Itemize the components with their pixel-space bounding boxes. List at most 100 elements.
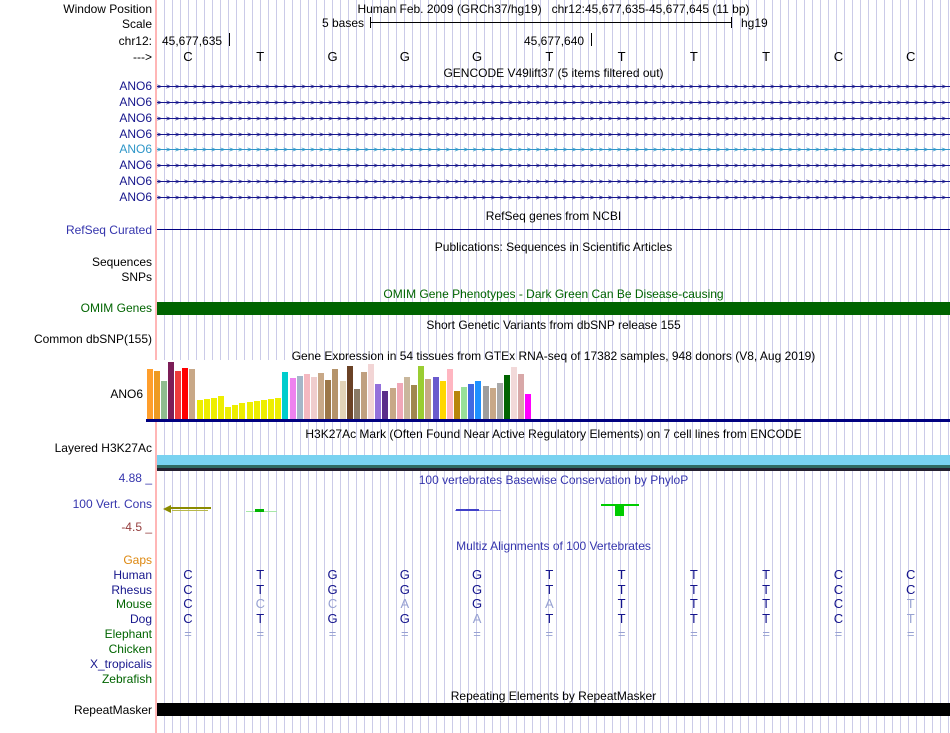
gtex-tissue-bar[interactable] [496,383,503,419]
multiz-species-label[interactable]: Human [113,568,152,582]
gtex-tissue-bar[interactable] [239,403,246,419]
gencode-gene-transcript[interactable]: >>>>>>>>>>>>>>>>>>>>>>>>>>>>>>>>>>>>>>>>… [157,129,950,139]
gencode-gene-label[interactable]: ANO6 [119,126,152,141]
multiz-aligned-base: T [256,611,265,626]
repeatmasker-label[interactable]: RepeatMasker [73,703,152,717]
refseq-curated-label[interactable]: RefSeq Curated [65,223,152,237]
gtex-tissue-bar[interactable] [461,387,468,419]
gencode-gene-transcript[interactable]: >>>>>>>>>>>>>>>>>>>>>>>>>>>>>>>>>>>>>>>>… [157,161,950,171]
gtex-tissue-bar[interactable] [196,400,203,419]
gtex-tissue-bar[interactable] [446,369,453,419]
gtex-tissue-bar[interactable] [418,366,425,419]
gencode-gene-label[interactable]: ANO6 [119,142,152,157]
gtex-tissue-bar[interactable] [153,371,160,419]
gencode-gene-label[interactable]: ANO6 [119,190,152,205]
gencode-gene-label[interactable]: ANO6 [119,79,152,93]
h3k27ac-signal-bar[interactable] [157,455,950,465]
gtex-tissue-bar[interactable] [518,374,525,419]
gtex-tissue-bar[interactable] [303,374,310,419]
gencode-gene-transcript[interactable]: >>>>>>>>>>>>>>>>>>>>>>>>>>>>>>>>>>>>>>>>… [157,97,950,107]
multiz-aligned-base: G [399,611,410,626]
gencode-gene-transcript[interactable]: >>>>>>>>>>>>>>>>>>>>>>>>>>>>>>>>>>>>>>>>… [157,193,950,203]
gtex-tissue-bar[interactable] [475,381,482,419]
gtex-tissue-bar[interactable] [411,385,418,419]
gtex-tissue-bar[interactable] [218,396,224,419]
gtex-tissue-bar[interactable] [382,391,389,419]
gtex-tissue-bar[interactable] [296,376,303,419]
gtex-tissue-bar[interactable] [318,373,325,419]
gtex-tissue-bar[interactable] [167,362,174,419]
gtex-tissue-bar[interactable] [246,402,253,419]
gtex-tissue-bar[interactable] [403,377,410,419]
gtex-tissue-bar[interactable] [332,369,339,419]
gtex-tissue-bar[interactable] [182,368,189,419]
gtex-tissue-bar[interactable] [396,383,403,419]
multiz-species-label[interactable]: Gaps [123,553,152,567]
multiz-species-label[interactable]: X_tropicalis [89,657,152,671]
phylop-label[interactable]: 100 Vert. Cons [72,497,152,511]
gencode-gene-transcript[interactable]: >>>>>>>>>>>>>>>>>>>>>>>>>>>>>>>>>>>>>>>>… [157,113,950,123]
gtex-tissue-bar[interactable] [368,364,375,419]
gtex-tissue-bar[interactable] [282,372,289,419]
multiz-aligned-base: = [617,626,626,641]
gtex-tissue-bar[interactable] [489,388,496,419]
gtex-tissue-bar[interactable] [289,378,296,419]
dbsnp-track-title: Short Genetic Variants from dbSNP releas… [426,318,681,332]
gtex-tissue-bar[interactable] [432,377,439,419]
gencode-gene-transcript[interactable]: >>>>>>>>>>>>>>>>>>>>>>>>>>>>>>>>>>>>>>>>… [157,177,950,187]
gtex-tissue-bar[interactable] [482,386,489,419]
repeatmasker-bar[interactable] [157,703,950,716]
multiz-species-label[interactable]: Dog [129,612,152,626]
multiz-species-label[interactable]: Elephant [104,627,152,641]
gtex-tissue-bar[interactable] [225,407,232,419]
multiz-species-label[interactable]: Chicken [108,642,152,656]
gtex-tissue-bar[interactable] [339,381,346,419]
h3k27ac-label[interactable]: Layered H3K27Ac [54,441,152,455]
gencode-gene-label[interactable]: ANO6 [119,174,152,189]
gtex-tissue-bar[interactable] [439,381,446,419]
gtex-tissue-bar[interactable] [275,398,282,419]
gtex-tissue-bar[interactable] [253,401,260,419]
gtex-tissue-bar[interactable] [425,379,432,419]
multiz-species-label[interactable]: Mouse [115,597,152,611]
gencode-gene-transcript[interactable]: >>>>>>>>>>>>>>>>>>>>>>>>>>>>>>>>>>>>>>>>… [157,82,950,91]
omim-genes-bar[interactable] [157,302,950,315]
gencode-gene-label[interactable]: ANO6 [119,110,152,125]
gtex-tissue-bar[interactable] [175,371,182,419]
gtex-tissue-bar[interactable] [353,389,360,419]
gencode-gene-label[interactable]: ANO6 [119,94,152,109]
gtex-tissue-bar[interactable] [504,375,510,419]
gtex-tissue-bar[interactable] [346,366,353,419]
gtex-tissue-bar[interactable] [260,400,267,419]
gtex-tissue-bar[interactable] [361,372,367,419]
omim-genes-label[interactable]: OMIM Genes [80,301,152,315]
refseq-curated-gene-line[interactable] [157,229,950,230]
gtex-tissue-bar[interactable] [525,394,532,419]
multiz-aligned-base: T [906,596,915,611]
gtex-tissue-bar[interactable] [268,399,275,419]
gtex-tissue-bar[interactable] [453,391,460,419]
gtex-tissue-bar[interactable] [146,369,153,419]
gtex-tissue-bar[interactable] [325,380,332,419]
publications-sequences-label[interactable]: Sequences [91,255,152,269]
dbsnp-label[interactable]: Common dbSNP(155) [33,332,152,346]
gtex-gene-label[interactable]: ANO6 [110,387,143,401]
gtex-tissue-bar[interactable] [468,384,475,419]
multiz-aligned-base: G [472,582,483,597]
gtex-tissue-bar[interactable] [389,388,396,419]
gtex-tissue-bar[interactable] [310,377,317,419]
gtex-tissue-bar[interactable] [189,369,196,419]
gtex-tissue-bar[interactable] [232,405,239,419]
gencode-gene-label[interactable]: ANO6 [119,158,152,173]
multiz-aligned-base: T [256,567,265,582]
multiz-aligned-base: C [183,582,193,597]
publications-snps-label[interactable]: SNPs [121,270,152,284]
gtex-tissue-bar[interactable] [375,384,382,419]
multiz-species-label[interactable]: Zebrafish [101,672,152,686]
gencode-gene-transcript[interactable]: >>>>>>>>>>>>>>>>>>>>>>>>>>>>>>>>>>>>>>>>… [157,145,950,155]
gtex-tissue-bar[interactable] [203,399,210,419]
gtex-tissue-bar[interactable] [210,398,217,419]
gtex-tissue-bar[interactable] [160,381,167,419]
multiz-species-label[interactable]: Rhesus [111,583,152,597]
gtex-tissue-bar[interactable] [511,367,518,419]
